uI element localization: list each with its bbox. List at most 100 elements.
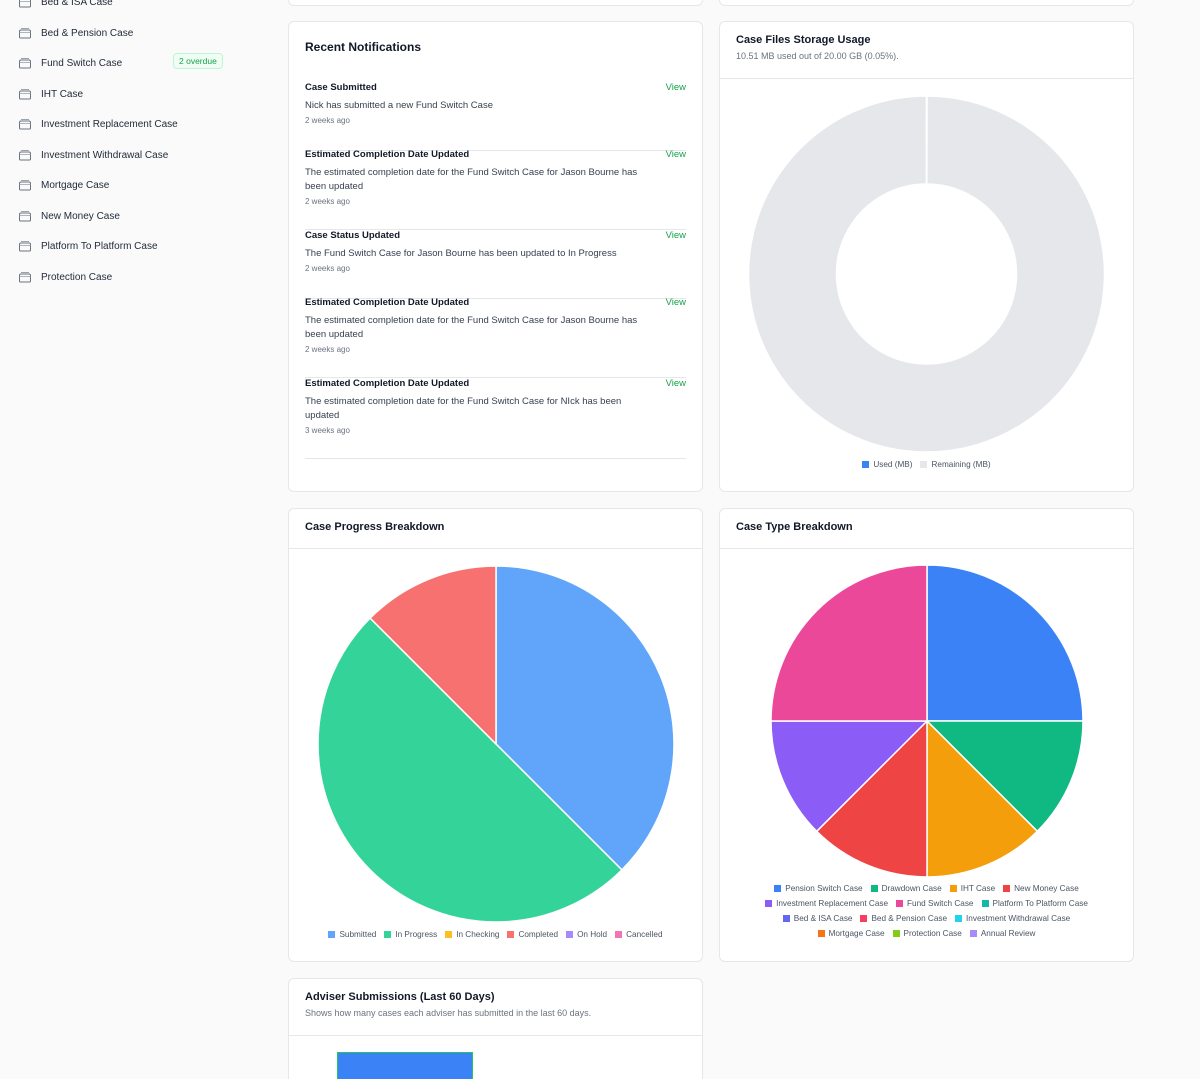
pie-slice-fund-switch-case[interactable]: [770, 564, 928, 722]
legend-item-investment-replacement-case[interactable]: Investment Replacement Case: [765, 896, 888, 911]
legend-item-pension-switch-case[interactable]: Pension Switch Case: [774, 881, 863, 896]
legend-item-drawdown-case[interactable]: Drawdown Case: [870, 881, 942, 896]
legend-label: Bed & ISA Case: [793, 914, 853, 923]
casetype-legend: Pension Switch Case Drawdown Case IHT Case…: [745, 881, 1108, 941]
top-card-left: [288, 0, 703, 6]
legend-label: Annual Review: [980, 929, 1036, 938]
legend-item-cancelled[interactable]: Cancelled: [615, 927, 663, 942]
adviser-bar: [337, 1052, 473, 1079]
notification-view-link[interactable]: View: [665, 378, 686, 389]
case-folder-icon: [18, 271, 32, 283]
legend-label: Completed: [518, 930, 559, 939]
legend-swatch: [507, 931, 515, 938]
pie-slice-pension-switch-case[interactable]: [926, 564, 1084, 722]
sidebar-item-label: Investment Replacement Case: [41, 118, 178, 130]
notification-title: Estimated Completion Date Updated: [305, 297, 470, 308]
notification-body: The estimated completion date for the Fu…: [305, 167, 638, 192]
progress-pie-chart: [317, 565, 675, 923]
legend-swatch: [817, 930, 825, 937]
legend-label: Bed & Pension Case: [871, 914, 948, 923]
legend-item-in-checking[interactable]: In Checking: [445, 927, 499, 942]
legend-item-submitted[interactable]: Submitted: [328, 927, 376, 942]
notification-view-link[interactable]: View: [665, 149, 686, 160]
legend-item-used-mb[interactable]: Used (MB): [862, 457, 912, 472]
sidebar-item-investment-replacement-case[interactable]: Investment Replacement Case: [18, 113, 178, 135]
sidebar-item-bed-and-pension-case[interactable]: Bed & Pension Case: [18, 22, 133, 44]
sidebar-item-fund-switch-case[interactable]: Fund Switch Case 2 overdue: [18, 52, 223, 74]
storage-doughnut-chart: [747, 95, 1106, 453]
sidebar-item-label: New Money Case: [41, 210, 120, 222]
pie-slice-drawdown-case[interactable]: [925, 720, 1084, 833]
notification-body: The estimated completion date for the Fu…: [305, 315, 638, 340]
legend-item-bed-and-pension-case[interactable]: Bed & Pension Case: [860, 911, 947, 926]
adviser-card: Adviser Submissions (Last 60 Days) Shows…: [288, 978, 703, 1079]
sidebar-item-label: IHT Case: [41, 88, 84, 100]
notification-body: The Fund Switch Case for Jason Bourne ha…: [305, 248, 617, 259]
legend-swatch: [615, 931, 623, 938]
pie-slice-iht-case[interactable]: [926, 719, 1039, 878]
pie-slice-completed[interactable]: [369, 565, 497, 746]
notification-view-link[interactable]: View: [665, 297, 686, 308]
notification-view-link[interactable]: View: [665, 230, 686, 241]
notification-item: Estimated Completion Date Updated View The…: [305, 297, 686, 378]
legend-swatch: [566, 931, 574, 938]
sidebar-item-new-money-case[interactable]: New Money Case: [18, 205, 120, 227]
legend-swatch: [896, 900, 904, 907]
progress-card: Case Progress Breakdown Submitted In Prog…: [288, 508, 703, 962]
legend-swatch: [445, 931, 453, 938]
sidebar-item-label: Bed & Pension Case: [41, 27, 134, 39]
sidebar-item-iht-case[interactable]: IHT Case: [18, 83, 83, 105]
pie-slice-submitted[interactable]: [495, 565, 675, 871]
case-folder-icon: [18, 149, 32, 161]
case-folder-icon: [18, 240, 32, 252]
legend-swatch: [1003, 885, 1011, 892]
legend-label: In Checking: [456, 930, 500, 939]
pie-slice-remaining-mb[interactable]: [747, 95, 1106, 453]
sidebar-item-label: Investment Withdrawal Case: [41, 149, 169, 161]
casetype-title: Case Type Breakdown: [736, 521, 853, 533]
legend-item-protection-case[interactable]: Protection Case: [892, 926, 962, 941]
legend-swatch: [949, 885, 957, 892]
pie-slice-new-money-case[interactable]: [815, 719, 928, 878]
legend-item-fund-switch-case[interactable]: Fund Switch Case: [896, 896, 974, 911]
legend-item-platform-to-platform-case[interactable]: Platform To Platform Case: [981, 896, 1088, 911]
case-folder-icon: [18, 57, 32, 69]
legend-item-mortgage-case[interactable]: Mortgage Case: [817, 926, 885, 941]
legend-swatch: [870, 885, 878, 892]
legend-item-remaining-mb[interactable]: Remaining (MB): [920, 457, 991, 472]
top-card-right: [719, 0, 1134, 6]
legend-item-completed[interactable]: Completed: [507, 927, 558, 942]
sidebar-item-bed-and-isa-case[interactable]: Bed & ISA Case: [18, 0, 113, 13]
legend-swatch: [384, 931, 392, 938]
legend-item-new-money-case[interactable]: New Money Case: [1003, 881, 1079, 896]
pie-slice-in-progress[interactable]: [317, 617, 623, 923]
legend-item-annual-review[interactable]: Annual Review: [969, 926, 1036, 941]
legend-label: On Hold: [577, 930, 608, 939]
pie-slice-investment-replacement-case[interactable]: [770, 720, 929, 833]
progress-title: Case Progress Breakdown: [305, 521, 445, 533]
legend-label: Cancelled: [626, 930, 663, 939]
sidebar-item-label: Mortgage Case: [41, 179, 110, 191]
legend-label: Remaining (MB): [931, 460, 991, 469]
legend-label: New Money Case: [1014, 884, 1079, 893]
sidebar-item-label: Bed & ISA Case: [41, 0, 113, 8]
sidebar-item-mortgage-case[interactable]: Mortgage Case: [18, 174, 109, 196]
adviser-title: Adviser Submissions (Last 60 Days): [305, 991, 495, 1003]
sidebar-item-protection-case[interactable]: Protection Case: [18, 266, 112, 288]
legend-swatch: [782, 915, 790, 922]
notifications-title: Recent Notifications: [305, 40, 422, 54]
sidebar-item-platform-to-platform-case[interactable]: Platform To Platform Case: [18, 235, 158, 257]
legend-item-investment-withdrawal-case[interactable]: Investment Withdrawal Case: [955, 911, 1070, 926]
legend-item-in-progress[interactable]: In Progress: [384, 927, 437, 942]
notifications-card: Recent Notifications Case Submitted View N…: [288, 21, 703, 492]
legend-item-bed-and-isa-case[interactable]: Bed & ISA Case: [782, 911, 853, 926]
notification-view-link[interactable]: View: [665, 82, 686, 93]
notification-time: 2 weeks ago: [305, 116, 350, 125]
legend-item-on-hold[interactable]: On Hold: [566, 927, 607, 942]
legend-swatch: [892, 930, 900, 937]
case-folder-icon: [18, 210, 32, 222]
adviser-subtitle: Shows how many cases each adviser has su…: [305, 1008, 592, 1018]
legend-item-iht-case[interactable]: IHT Case: [949, 881, 995, 896]
sidebar-item-investment-withdrawal-case[interactable]: Investment Withdrawal Case: [18, 144, 168, 166]
sidebar-item-label: Platform To Platform Case: [41, 240, 158, 252]
